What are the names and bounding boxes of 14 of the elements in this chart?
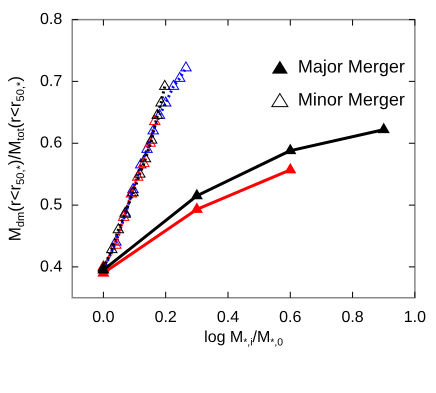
x-tick-label: 0.2 (154, 308, 177, 326)
y-tick-label: 0.4 (40, 258, 62, 276)
x-tick-label: 0.6 (279, 308, 302, 326)
legend-label: Major Merger (298, 56, 405, 77)
y-tick-label: 0.5 (40, 196, 62, 214)
legend-label: Minor Merger (298, 90, 405, 110)
x-tick-label: 0.0 (92, 308, 115, 326)
x-tick-label: 0.4 (216, 308, 240, 326)
text: Mdm(r<r50,*)/Mtot(r<r50,*) (6, 76, 28, 242)
y-tick-label: 0.8 (40, 11, 62, 28)
y-tick-label: 0.6 (40, 134, 62, 152)
y-tick-label: 0.7 (40, 72, 62, 90)
x-tick-label: 1.0 (404, 308, 426, 326)
x-tick-label: 0.8 (341, 308, 364, 326)
